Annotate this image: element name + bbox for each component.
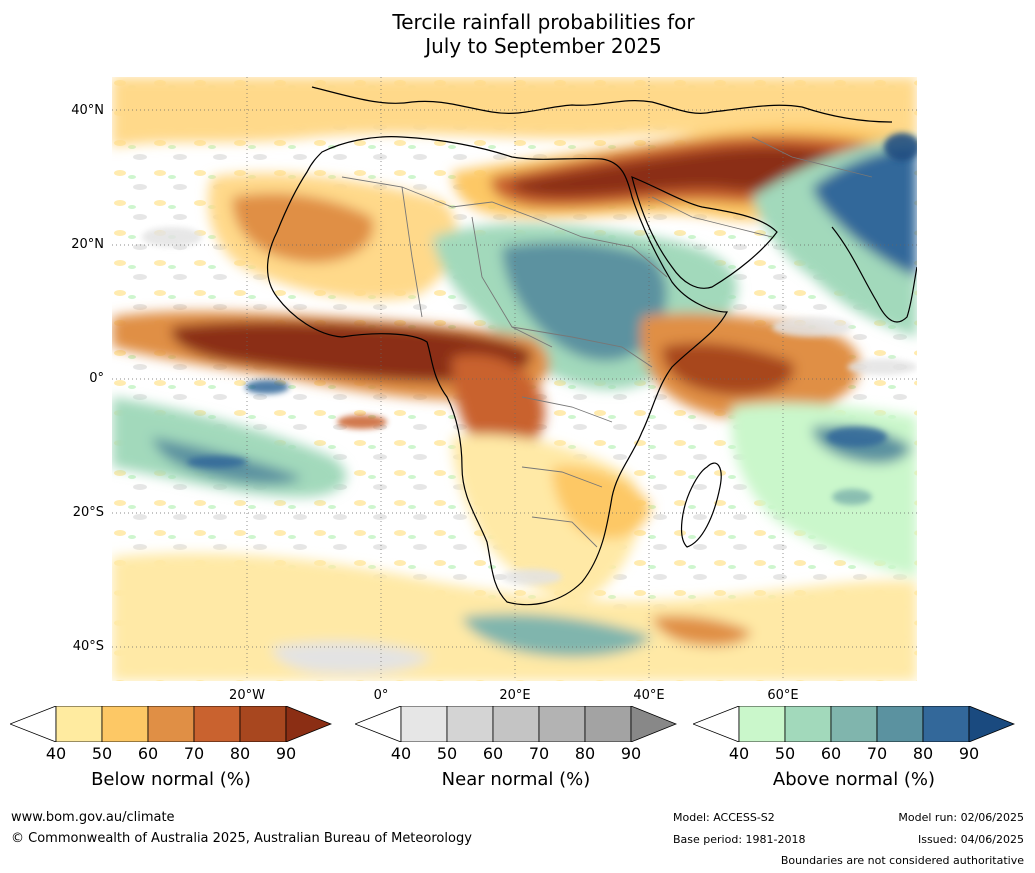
above-tick: 40 <box>728 744 750 763</box>
above-swatch-0 <box>693 706 740 742</box>
footer-base-period: Base period: 1981-2018 <box>673 833 806 846</box>
lat-label-40S: 40°S <box>72 639 104 654</box>
near-tick: 40 <box>390 744 412 763</box>
below-tick: 60 <box>137 744 159 763</box>
near-swatch-1 <box>400 706 448 742</box>
near-tick: 70 <box>528 744 550 763</box>
probability-field <box>112 77 917 681</box>
colorbar-near-label: Near normal (%) <box>441 769 591 790</box>
below-tick: 80 <box>229 744 251 763</box>
lat-label-20N: 20°N <box>71 237 104 252</box>
below-swatch-5 <box>239 706 287 742</box>
rainfall-probability-map <box>112 77 917 681</box>
map-svg <box>112 77 917 681</box>
below-swatch-3 <box>147 706 195 742</box>
near-tick: 90 <box>620 744 642 763</box>
footer-url[interactable]: www.bom.gov.au/climate <box>11 810 175 825</box>
near-tick: 60 <box>482 744 504 763</box>
near-swatch-0 <box>355 706 402 742</box>
lon-label-40E: 40°E <box>633 688 665 703</box>
near-tick: 50 <box>436 744 458 763</box>
below-tick: 40 <box>45 744 67 763</box>
near-swatch-3 <box>492 706 540 742</box>
colorbar-below-label: Below normal (%) <box>91 769 251 790</box>
above-swatch-5 <box>922 706 970 742</box>
colorbar-above-label: Above normal (%) <box>772 769 936 790</box>
lon-label-60E: 60°E <box>767 688 799 703</box>
below-swatch-1 <box>55 706 103 742</box>
below-swatch-4 <box>193 706 241 742</box>
footer-model-run: Model run: 02/06/2025 <box>898 811 1024 824</box>
above-swatch-4 <box>876 706 924 742</box>
footer-issued: Issued: 04/06/2025 <box>917 833 1024 846</box>
graticule <box>112 77 917 681</box>
footer-model: Model: ACCESS-S2 <box>673 811 775 824</box>
above-tick: 50 <box>774 744 796 763</box>
lon-label-20E: 20°E <box>499 688 531 703</box>
below-swatch-2 <box>101 706 149 742</box>
below-tick: 90 <box>275 744 297 763</box>
above-swatch-6 <box>968 706 1015 742</box>
above-swatch-2 <box>784 706 832 742</box>
map-title: Tercile rainfall probabilities for July … <box>0 10 1035 58</box>
above-tick: 90 <box>958 744 980 763</box>
colorbar-below-normal <box>10 706 332 742</box>
footer-disclaimer: Boundaries are not considered authoritat… <box>780 854 1024 867</box>
borders <box>341 136 873 548</box>
below-tick: 70 <box>183 744 205 763</box>
below-tick: 50 <box>91 744 113 763</box>
near-swatch-4 <box>538 706 586 742</box>
lat-label-equator: 0° <box>89 371 104 386</box>
above-tick: 80 <box>912 744 934 763</box>
above-swatch-3 <box>830 706 878 742</box>
title-line-1: Tercile rainfall probabilities for <box>392 10 695 34</box>
below-swatch-6 <box>285 706 332 742</box>
near-swatch-5 <box>584 706 632 742</box>
colorbar-near-normal <box>355 706 677 742</box>
above-tick: 60 <box>820 744 842 763</box>
above-swatch-1 <box>738 706 786 742</box>
lat-label-20S: 20°S <box>72 505 104 520</box>
below-swatch-0 <box>10 706 57 742</box>
colorbar-above-normal <box>693 706 1015 742</box>
title-line-2: July to September 2025 <box>425 34 662 58</box>
near-tick: 80 <box>574 744 596 763</box>
above-tick: 70 <box>866 744 888 763</box>
coastlines <box>266 86 917 606</box>
lon-label-20W: 20°W <box>229 688 265 703</box>
lat-label-40N: 40°N <box>71 103 104 118</box>
near-swatch-6 <box>630 706 677 742</box>
near-swatch-2 <box>446 706 494 742</box>
lon-label-0: 0° <box>373 688 389 703</box>
footer-copyright: © Commonwealth of Australia 2025, Austra… <box>11 831 472 846</box>
